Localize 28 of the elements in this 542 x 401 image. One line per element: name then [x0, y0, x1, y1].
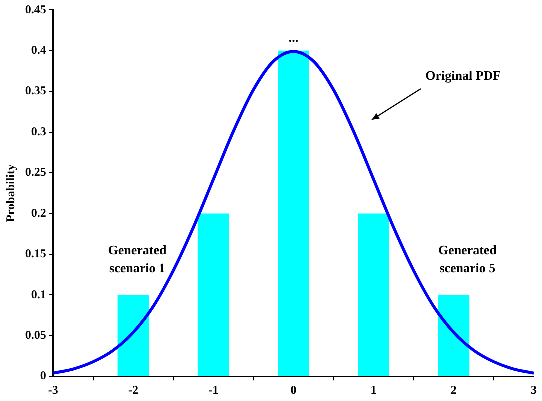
y-axis-title: Probability: [3, 164, 18, 222]
bar: [438, 295, 470, 376]
y-tick-label: 0.35: [25, 84, 46, 98]
annotation: ...: [288, 30, 299, 46]
x-tick-label: -1: [208, 382, 219, 397]
y-tick-label: 0.2: [31, 206, 46, 220]
bar: [358, 214, 390, 376]
x-tick-label: 1: [370, 382, 377, 397]
y-tick-label: 0.1: [31, 287, 46, 302]
bar: [278, 50, 310, 376]
x-tick-label: -3: [48, 382, 58, 397]
y-tick-label: 0.15: [25, 246, 46, 261]
y-tick-label: 0: [40, 368, 46, 383]
annotation: Original PDF: [426, 68, 502, 84]
x-tick-label: 2: [450, 382, 457, 397]
x-tick-label: -2: [128, 382, 138, 397]
y-tick-label: 0.25: [25, 165, 46, 180]
line-series: [53, 50, 534, 375]
y-tick-label: 0.4: [31, 43, 46, 58]
annotation: Generated scenario 1: [108, 242, 168, 276]
y-tick-label: 0.3: [31, 124, 46, 138]
y-tick-label: 0.05: [25, 328, 46, 342]
bar: [118, 295, 150, 376]
x-tick-label: 0: [290, 382, 297, 397]
y-tick-label: 0.45: [25, 2, 46, 16]
x-tick-label: 3: [531, 382, 537, 397]
annotation: Generated scenario 5: [438, 242, 498, 276]
bar: [198, 214, 230, 376]
